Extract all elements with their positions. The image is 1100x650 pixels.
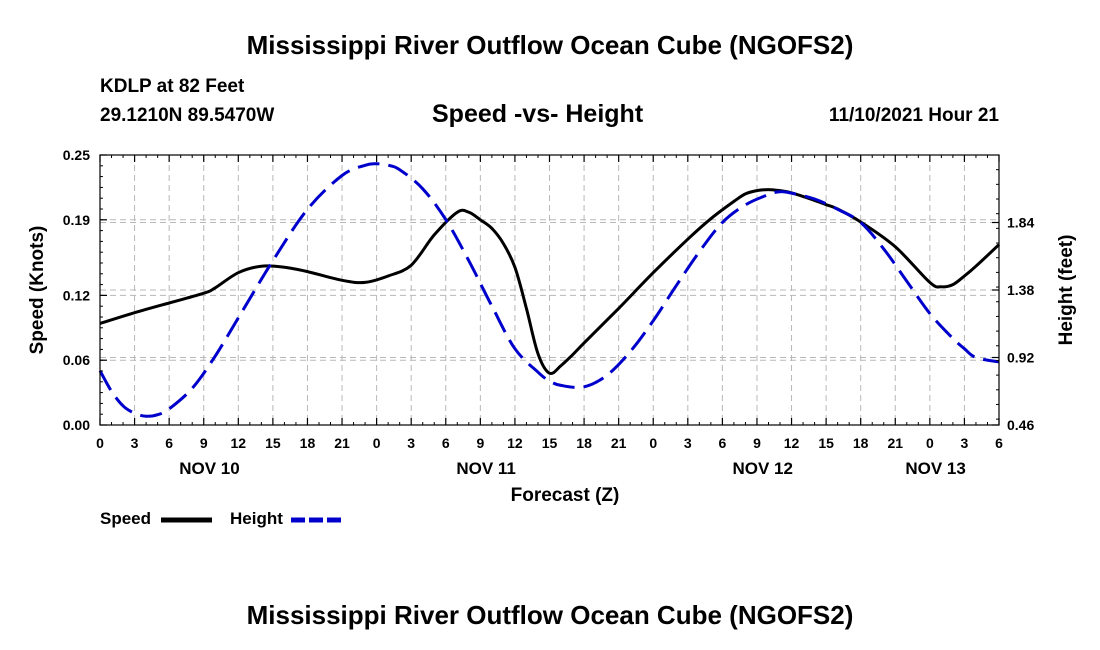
x-day-label: NOV 13 <box>905 459 965 478</box>
grid-lines <box>100 155 999 425</box>
footer-title: Mississippi River Outflow Ocean Cube (NG… <box>246 600 854 630</box>
x-tick-label: 3 <box>961 435 969 451</box>
y2-tick-label: 1.84 <box>1007 215 1034 231</box>
series-line-height <box>98 162 1000 418</box>
x-tick-label: 12 <box>231 435 247 451</box>
x-tick-label: 0 <box>649 435 657 451</box>
series-lines <box>98 162 1001 418</box>
x-tick-label: 0 <box>373 435 381 451</box>
x-tick-label: 6 <box>995 435 1003 451</box>
x-tick-label: 6 <box>718 435 726 451</box>
y2-tick-label: 0.92 <box>1007 350 1034 366</box>
y-axis-title: Speed (Knots) <box>27 226 48 355</box>
x-tick-label: 9 <box>753 435 761 451</box>
x-tick-label: 18 <box>576 435 592 451</box>
x-tick-label: 12 <box>784 435 800 451</box>
legend-height-swatch <box>291 517 344 523</box>
x-tick-label: 6 <box>442 435 450 451</box>
x-tick-label: 21 <box>334 435 350 451</box>
x-tick-label: 18 <box>300 435 316 451</box>
x-tick-label: 21 <box>887 435 903 451</box>
x-tick-label: 12 <box>507 435 523 451</box>
x-tick-label: 21 <box>611 435 627 451</box>
x-tick-label: 18 <box>853 435 869 451</box>
y2-axis-title: Height (feet) <box>1056 235 1077 346</box>
y-tick-label: 0.00 <box>63 417 90 433</box>
legend-speed-swatch <box>161 517 212 523</box>
x-tick-label: 3 <box>407 435 415 451</box>
y-tick-label: 0.19 <box>63 212 90 228</box>
forecast-datetime: 11/10/2021 Hour 21 <box>828 105 999 126</box>
x-day-label: NOV 11 <box>456 459 516 478</box>
x-tick-label: 9 <box>200 435 208 451</box>
y-tick-label: 0.06 <box>63 352 90 368</box>
x-tick-label: 15 <box>265 435 281 451</box>
y-tick-label: 0.25 <box>63 147 90 163</box>
chart-subtitle: Speed -vs- Height <box>432 100 644 128</box>
x-tick-label: 3 <box>131 435 139 451</box>
x-tick-label: 15 <box>818 435 834 451</box>
x-tick-label: 6 <box>165 435 173 451</box>
x-tick-label: 0 <box>96 435 104 451</box>
x-day-label: NOV 12 <box>732 459 792 478</box>
y2-tick-label: 1.38 <box>1007 282 1034 298</box>
axes: 0 3 6 9 12 15 18 21 0 3 6 9 12 15 18 21 0 3 6 9 12 15 18 21 0 3 6N… <box>63 147 1035 478</box>
chart-title: Mississippi River Outflow Ocean Cube (NG… <box>246 30 854 60</box>
y-tick-label: 0.12 <box>63 287 90 303</box>
x-tick-label: 3 <box>684 435 692 451</box>
legend-speed-label: Speed <box>100 509 152 528</box>
x-day-label: NOV 10 <box>179 459 239 478</box>
x-tick-label: 15 <box>542 435 558 451</box>
x-tick-label: 9 <box>476 435 484 451</box>
legend-height-label: Height <box>230 509 283 528</box>
station-coords: 29.1210N 89.5470W <box>100 105 275 126</box>
x-tick-label: 0 <box>926 435 934 451</box>
y2-tick-label: 0.46 <box>1007 417 1034 433</box>
x-axis-title: Forecast (Z) <box>511 485 620 506</box>
station-label: KDLP at 82 Feet <box>100 76 245 97</box>
